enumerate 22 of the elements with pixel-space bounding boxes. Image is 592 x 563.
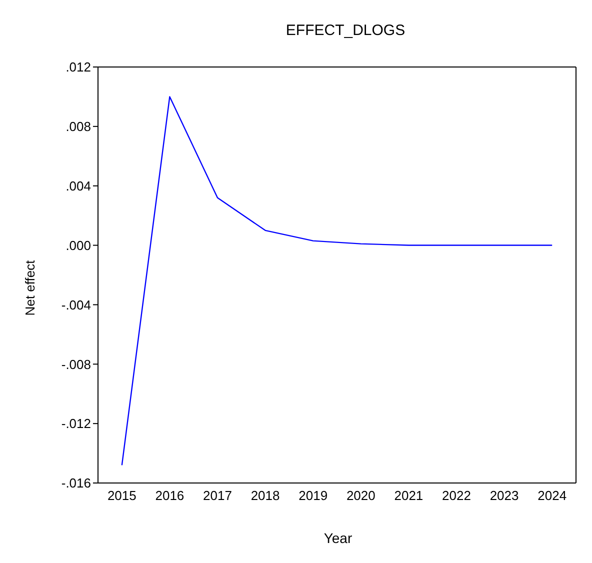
x-tick-label: 2022 bbox=[442, 488, 471, 504]
x-tick-label: 2016 bbox=[155, 488, 184, 504]
y-tick-label: -.008 bbox=[61, 356, 91, 372]
y-tick-label: -.016 bbox=[61, 476, 91, 491]
y-tick-label: -.004 bbox=[61, 297, 91, 312]
line-series bbox=[121, 96, 553, 466]
x-tick-label: 2021 bbox=[394, 488, 424, 504]
x-tick-label: 2017 bbox=[203, 488, 232, 504]
y-tick-label: .008 bbox=[66, 119, 91, 134]
x-tick-label: 2015 bbox=[107, 488, 136, 504]
x-tick-label: 2018 bbox=[250, 488, 280, 504]
chart-title: EFFECT_DLOGS bbox=[284, 22, 406, 39]
x-tick-label: 2024 bbox=[538, 488, 567, 504]
y-tick-label: -.012 bbox=[61, 416, 91, 432]
y-tick-label: .004 bbox=[66, 178, 91, 194]
x-tick-label: 2019 bbox=[298, 488, 328, 504]
x-tick-label: 2020 bbox=[346, 488, 376, 504]
y-tick-label: .000 bbox=[66, 238, 91, 253]
y-tick-label: .012 bbox=[66, 60, 91, 75]
y-axis-title: Net effect bbox=[22, 260, 38, 316]
x-tick-label: 2023 bbox=[490, 488, 519, 504]
x-axis-title: Year bbox=[322, 530, 354, 546]
